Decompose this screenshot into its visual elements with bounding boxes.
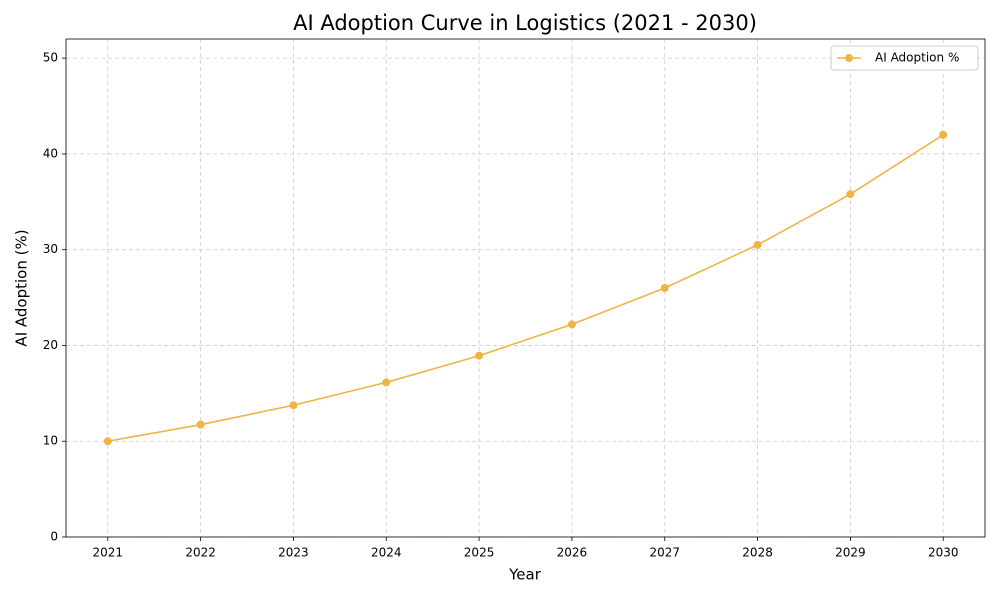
x-tick-label: 2029 <box>835 546 866 560</box>
legend-marker <box>845 54 853 62</box>
y-axis-label: AI Adoption (%) <box>13 229 31 346</box>
x-tick-label: 2022 <box>185 546 216 560</box>
x-tick-label: 2026 <box>557 546 588 560</box>
y-tick-label: 10 <box>43 434 58 448</box>
y-tick-label: 50 <box>43 51 58 65</box>
y-tick-label: 0 <box>50 530 58 544</box>
y-tick-label: 20 <box>43 338 58 352</box>
chart-title: AI Adoption Curve in Logistics (2021 - 2… <box>293 11 757 35</box>
y-tick-label: 30 <box>43 242 58 256</box>
plot-frame <box>65 38 986 538</box>
x-tick-label: 2028 <box>742 546 773 560</box>
data-point <box>103 437 112 446</box>
data-point <box>660 284 669 292</box>
data-point <box>382 378 391 387</box>
data-point <box>475 351 484 360</box>
legend-box <box>830 45 979 71</box>
y-tick-label: 40 <box>43 146 58 160</box>
x-axis-label: Year <box>508 566 542 584</box>
x-tick-label: 2025 <box>464 546 495 560</box>
x-tick-label: 2024 <box>371 546 402 560</box>
data-point <box>196 420 205 429</box>
data-point <box>846 190 855 199</box>
legend-label: AI Adoption % <box>875 51 959 65</box>
x-tick-label: 2027 <box>649 546 680 560</box>
data-point <box>567 320 576 329</box>
x-tick-label: 2021 <box>92 546 123 560</box>
data-point <box>289 401 298 410</box>
data-line <box>107 134 944 443</box>
data-point <box>753 240 762 249</box>
data-point <box>939 130 948 139</box>
x-tick-label: 2023 <box>278 546 309 560</box>
x-tick-label: 2030 <box>928 546 959 560</box>
